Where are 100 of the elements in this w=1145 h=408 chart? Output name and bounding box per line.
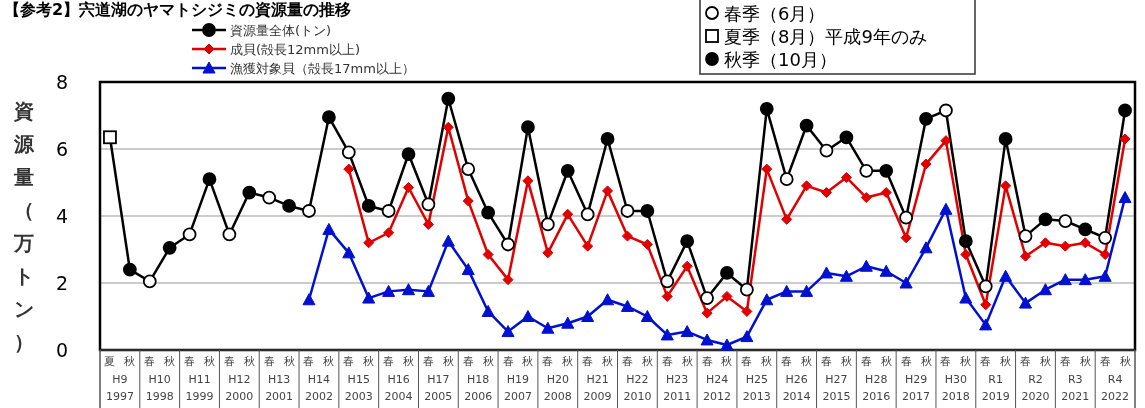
- point: [541, 321, 555, 334]
- point: [461, 162, 476, 176]
- x-tick-label: 秋: [761, 355, 773, 368]
- x-tick-label: 春: [621, 355, 633, 368]
- point: [700, 291, 714, 305]
- point: [461, 263, 475, 276]
- text: H24 2012: [703, 373, 732, 403]
- point: [242, 185, 257, 200]
- legend-label: 成貝(殻長12mm以上): [230, 42, 361, 57]
- text: R3 2021: [1061, 373, 1090, 403]
- x-tick-label: 秋: [562, 355, 574, 368]
- text: H18 2006: [464, 373, 493, 403]
- text: H27 2015: [822, 373, 851, 403]
- text: H11 1999: [185, 373, 214, 403]
- text: H20 2008: [543, 373, 572, 403]
- point: [561, 316, 575, 329]
- legend-label: 秋季（10月）: [724, 49, 837, 70]
- point: [1059, 240, 1071, 252]
- x-tick-label: 春: [502, 355, 514, 368]
- point: [601, 293, 615, 306]
- point: [840, 171, 852, 183]
- x-tick-label: 秋: [1039, 355, 1051, 368]
- x-tick-label: 秋: [880, 355, 892, 368]
- point: [880, 187, 892, 199]
- point: [660, 274, 675, 289]
- x-tick-label: 春: [582, 355, 594, 368]
- text: H23 2011: [663, 373, 692, 403]
- point: [600, 132, 615, 146]
- x-tick-label: 秋: [840, 355, 852, 368]
- point: [799, 118, 814, 133]
- point: [620, 204, 635, 218]
- point: [1079, 237, 1091, 249]
- point: [582, 240, 594, 252]
- text: H21 2009: [583, 373, 612, 403]
- point: [958, 234, 973, 249]
- x-tick-label: 春: [701, 355, 713, 368]
- text: H15 2003: [344, 373, 373, 403]
- legend-label: 春季（6月）: [724, 3, 826, 24]
- point: [700, 333, 714, 346]
- x-tick-label: 秋: [203, 355, 215, 368]
- x-tick-label: 秋: [164, 355, 176, 368]
- point: [741, 305, 753, 317]
- x-tick-label: 春: [263, 355, 275, 368]
- point: [739, 282, 754, 297]
- point: [282, 199, 296, 213]
- point: [859, 163, 874, 178]
- point: [122, 262, 137, 277]
- x-tick-label: 秋: [1079, 355, 1091, 368]
- x-tick-label: 春: [1099, 355, 1111, 368]
- point: [939, 103, 953, 118]
- point: [800, 284, 814, 297]
- point: [1078, 222, 1093, 237]
- x-tick-label: 秋: [1119, 355, 1131, 368]
- x-tick-label: 秋: [801, 355, 813, 368]
- y-axis-title: 資源量（万トン）: [13, 99, 35, 354]
- x-tick-label: 春: [980, 355, 992, 368]
- point: [859, 259, 873, 272]
- x-tick-label: 夏: [104, 355, 116, 368]
- point: [501, 325, 515, 338]
- text: H29 2017: [902, 373, 931, 403]
- text: H26 2014: [782, 373, 811, 403]
- point: [1038, 283, 1052, 296]
- legend-label: 夏季（8月）平成9年のみ: [724, 26, 927, 47]
- point: [502, 274, 514, 286]
- point: [560, 163, 575, 178]
- point: [1058, 273, 1072, 286]
- x-tick-label: 春: [422, 355, 434, 368]
- point: [900, 232, 912, 244]
- point: [361, 199, 376, 213]
- text: H10 1998: [145, 373, 174, 403]
- point: [819, 266, 833, 279]
- point: [640, 204, 655, 218]
- point: [680, 234, 695, 249]
- point: [562, 208, 574, 220]
- point: [162, 240, 177, 255]
- point: [342, 246, 356, 259]
- y-tick-label: 6: [55, 138, 69, 160]
- x-tick-label: 秋: [681, 355, 693, 368]
- x-tick-label: 秋: [721, 355, 733, 368]
- text: H22 2010: [623, 373, 652, 403]
- point: [720, 266, 734, 280]
- point: [680, 325, 694, 338]
- point: [381, 204, 396, 218]
- point: [978, 279, 993, 294]
- point: [1098, 269, 1112, 282]
- point: [302, 293, 316, 306]
- legend-label: 漁獲対象貝（殻長17mm以上）: [230, 61, 415, 76]
- point: [919, 241, 933, 254]
- x-tick-label: 秋: [522, 355, 534, 368]
- point: [959, 291, 973, 304]
- point: [580, 207, 595, 222]
- point: [202, 172, 217, 187]
- x-tick-label: 春: [462, 355, 474, 368]
- point: [103, 130, 117, 145]
- x-tick-label: 春: [741, 355, 753, 368]
- x-tick-label: 春: [820, 355, 832, 368]
- point: [403, 182, 415, 194]
- x-tick-label: 秋: [920, 355, 932, 368]
- point: [820, 187, 832, 199]
- point: [720, 338, 734, 351]
